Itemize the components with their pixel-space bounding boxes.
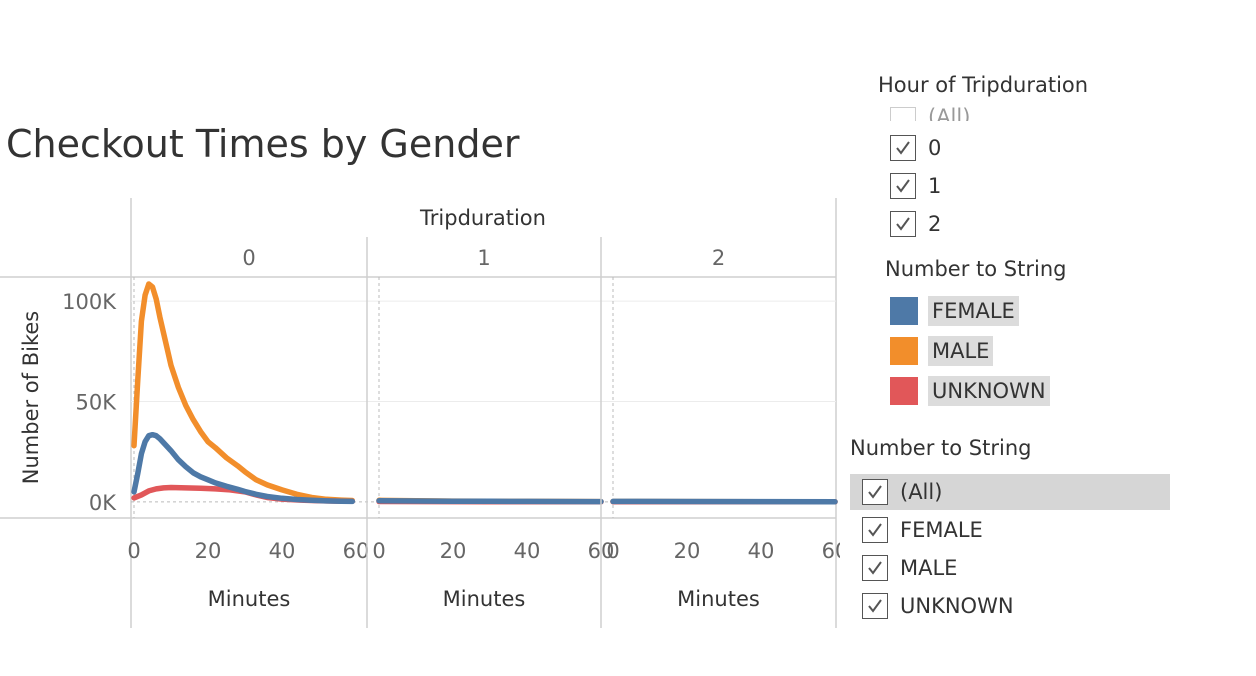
gender-filter-item-unknown[interactable]: UNKNOWN — [862, 588, 1014, 624]
color-legend: Number to String FEMALE MALE UNKNOWN — [885, 257, 1145, 417]
y-tick-label: 100K — [62, 290, 117, 314]
gender-filter-item-male[interactable]: MALE — [862, 550, 957, 586]
x-tick-label: 40 — [514, 539, 541, 563]
gender-filter-label: (All) — [900, 480, 943, 504]
gender-filter-label: MALE — [900, 556, 958, 580]
gender-filter-label: UNKNOWN — [900, 594, 1014, 618]
checkbox[interactable] — [890, 173, 916, 199]
y-axis-label: Number of Bikes — [19, 311, 43, 484]
check-icon — [868, 561, 882, 575]
gender-filter-panel: Number to String (All) FEMALE MALE UNKNO… — [850, 436, 1180, 626]
legend-item-unknown[interactable]: UNKNOWN — [890, 374, 1050, 408]
legend-label: UNKNOWN — [928, 376, 1050, 406]
checkbox[interactable] — [862, 555, 888, 581]
gender-filter-item-female[interactable]: FEMALE — [862, 512, 983, 548]
legend-swatch — [890, 337, 918, 365]
hour-filter-panel: Hour of Tripduration (All) 0 1 2 — [878, 73, 1138, 243]
checkbox[interactable] — [890, 135, 916, 161]
check-icon — [868, 485, 882, 499]
x-tick-label: 20 — [195, 539, 222, 563]
hour-filter-item-1[interactable]: 1 — [890, 168, 941, 204]
gender-filter-label: FEMALE — [900, 518, 983, 542]
check-icon — [896, 179, 910, 193]
hour-filter-label: 1 — [928, 174, 942, 198]
legend-item-male[interactable]: MALE — [890, 334, 994, 368]
check-icon — [896, 141, 910, 155]
legend-label: FEMALE — [928, 296, 1019, 326]
legend-title: Number to String — [885, 257, 1067, 281]
series-line-female — [376, 497, 604, 505]
checkbox[interactable] — [890, 107, 916, 121]
hour-filter-label: 2 — [928, 212, 942, 236]
hour-filter-label: 0 — [928, 136, 942, 160]
check-icon — [868, 599, 882, 613]
y-tick-label: 0K — [89, 491, 117, 515]
panel-header-label: 0 — [242, 246, 255, 270]
column-header-title: Tripduration — [419, 206, 546, 230]
x-tick-label: 20 — [674, 539, 701, 563]
panel-header-label: 1 — [477, 246, 490, 270]
checkbox[interactable] — [862, 593, 888, 619]
check-icon — [896, 217, 910, 231]
checkbox[interactable] — [890, 211, 916, 237]
x-tick-label: 0 — [606, 539, 619, 563]
hour-filter-title: Hour of Tripduration — [878, 73, 1089, 97]
gender-filter-title: Number to String — [850, 436, 1032, 460]
hour-filter-item-0[interactable]: 0 — [890, 130, 941, 166]
series-line-female — [131, 431, 356, 505]
chart-title: Checkout Times by Gender — [6, 122, 520, 166]
x-tick-label: 60 — [343, 539, 370, 563]
legend-swatch — [890, 297, 918, 325]
x-tick-label: 40 — [269, 539, 296, 563]
panel-header-label: 2 — [712, 246, 725, 270]
legend-swatch — [890, 377, 918, 405]
checkbox[interactable] — [862, 479, 888, 505]
x-tick-label: 0 — [372, 539, 385, 563]
gender-filter-item-all[interactable]: (All) — [850, 474, 1170, 510]
x-tick-label: 0 — [127, 539, 140, 563]
x-tick-label: 40 — [748, 539, 775, 563]
hour-filter-label: (All) — [928, 105, 971, 121]
legend-label: MALE — [928, 336, 994, 366]
y-tick-label: 50K — [76, 391, 118, 415]
series-line-male — [131, 281, 356, 504]
x-axis-label: Minutes — [677, 587, 760, 611]
x-tick-label: 20 — [440, 539, 467, 563]
check-icon — [868, 523, 882, 537]
x-axis-label: Minutes — [443, 587, 526, 611]
legend-item-female[interactable]: FEMALE — [890, 294, 1019, 328]
x-tick-label: 60 — [822, 539, 840, 563]
x-axis-label: Minutes — [208, 587, 291, 611]
hour-filter-item-2[interactable]: 2 — [890, 206, 941, 242]
hour-filter-item-all[interactable]: (All) — [890, 97, 970, 121]
checkbox[interactable] — [862, 517, 888, 543]
